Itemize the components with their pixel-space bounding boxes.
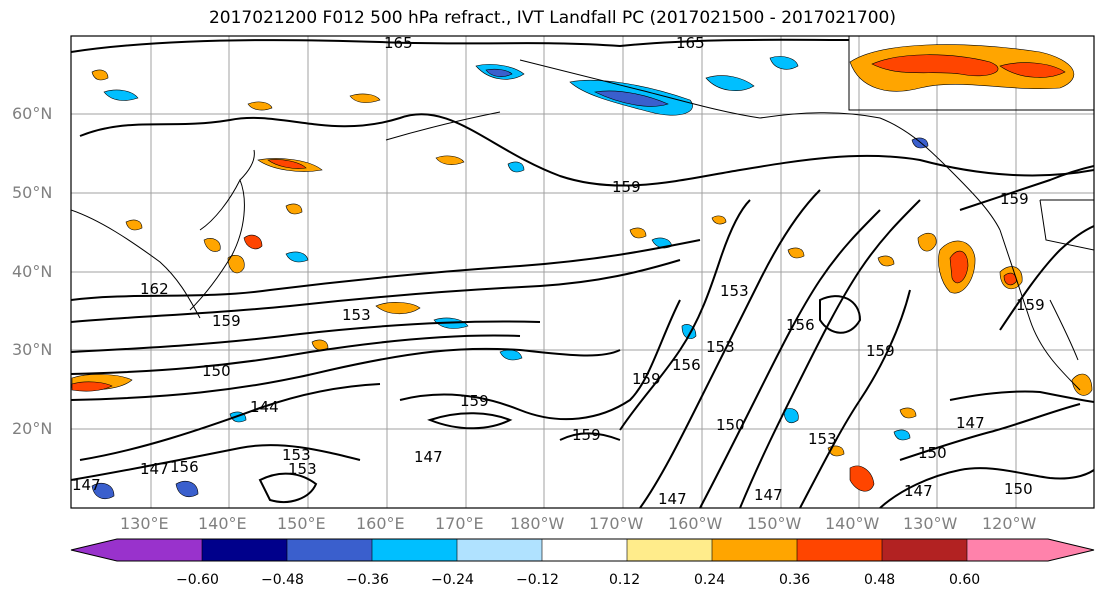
colorbar-tick-label: 0.12 (609, 572, 641, 588)
lon-label: 150°E (277, 514, 326, 533)
lat-label-40n: 40°N (12, 262, 53, 281)
contour-label: 159 (460, 392, 489, 410)
contour-label: 159 (212, 312, 241, 330)
contour-label: 150 (202, 362, 231, 380)
contour-label: 159 (1016, 296, 1045, 314)
contour-label: 147 (72, 476, 101, 494)
contour-label: 150 (716, 416, 745, 434)
contour-label: 156 (672, 356, 701, 374)
lat-label-60n: 60°N (12, 104, 53, 123)
contour-lines (71, 38, 1094, 508)
colorbar-tick-label: −0.36 (346, 572, 389, 588)
colorbar-tick-label: −0.60 (176, 572, 219, 588)
contour-label: 147 (904, 482, 933, 500)
lon-label: 130°W (903, 514, 958, 533)
contour-label: 144 (250, 398, 279, 416)
lon-label: 180°W (510, 514, 565, 533)
contour-label: 147 (658, 490, 687, 508)
colorbar-tick-label: 0.48 (864, 572, 896, 588)
contour-labels: 165 165 159 159 162 159 153 150 144 153 … (72, 34, 1045, 508)
contour-label: 153 (706, 338, 735, 356)
contour-label: 150 (1004, 480, 1033, 498)
lon-label: 170°E (435, 514, 484, 533)
colorbar-tick-label: −0.12 (516, 572, 559, 588)
contour-label: 159 (572, 426, 601, 444)
lon-label: 120°W (982, 514, 1037, 533)
lat-label-30n: 30°N (12, 340, 53, 359)
colorbar-tick-label: 0.24 (694, 572, 726, 588)
map-title: 2017021200 F012 500 hPa refract., IVT La… (208, 8, 896, 28)
colorbar-tick-label: 0.60 (949, 572, 981, 588)
contour-label: 153 (342, 306, 371, 324)
lon-label: 170°W (589, 514, 644, 533)
lat-label-20n: 20°N (12, 419, 53, 438)
lon-label: 160°W (668, 514, 723, 533)
contour-label: 159 (632, 370, 661, 388)
positive-anomaly-shading (71, 44, 1093, 492)
colorbar-tick-label: −0.48 (261, 572, 304, 588)
contour-label: 156 (170, 458, 199, 476)
map-border (70, 35, 1095, 509)
contour-label: 147 (956, 414, 985, 432)
lon-label: 150°W (747, 514, 802, 533)
contour-label: 147 (754, 486, 783, 504)
contour-label: 153 (288, 460, 317, 478)
colorbar (70, 538, 1095, 562)
lon-label: 160°E (356, 514, 405, 533)
contour-label: 147 (140, 460, 169, 478)
lat-label-50n: 50°N (12, 183, 53, 202)
colorbar-extend-low (71, 539, 117, 561)
graticule (71, 36, 1094, 508)
colorbar-tick-label: −0.24 (431, 572, 474, 588)
contour-label: 153 (282, 446, 311, 464)
coastlines (71, 36, 1094, 391)
colorbar-extend-high (1048, 539, 1094, 561)
contour-label: 165 (384, 34, 413, 52)
contour-label: 159 (866, 342, 895, 360)
lon-label: 130°E (120, 514, 169, 533)
colorbar-tick-label: 0.36 (779, 572, 811, 588)
contour-label: 165 (676, 34, 705, 52)
contour-label: 159 (1000, 190, 1029, 208)
contour-label: 156 (786, 316, 815, 334)
contour-label: 150 (918, 444, 947, 462)
contour-label: 153 (720, 282, 749, 300)
lon-label: 140°E (198, 514, 247, 533)
contour-label: 159 (612, 178, 641, 196)
lon-label: 140°W (825, 514, 880, 533)
contour-label: 153 (808, 430, 837, 448)
contour-label: 147 (414, 448, 443, 466)
contour-label: 162 (140, 280, 169, 298)
